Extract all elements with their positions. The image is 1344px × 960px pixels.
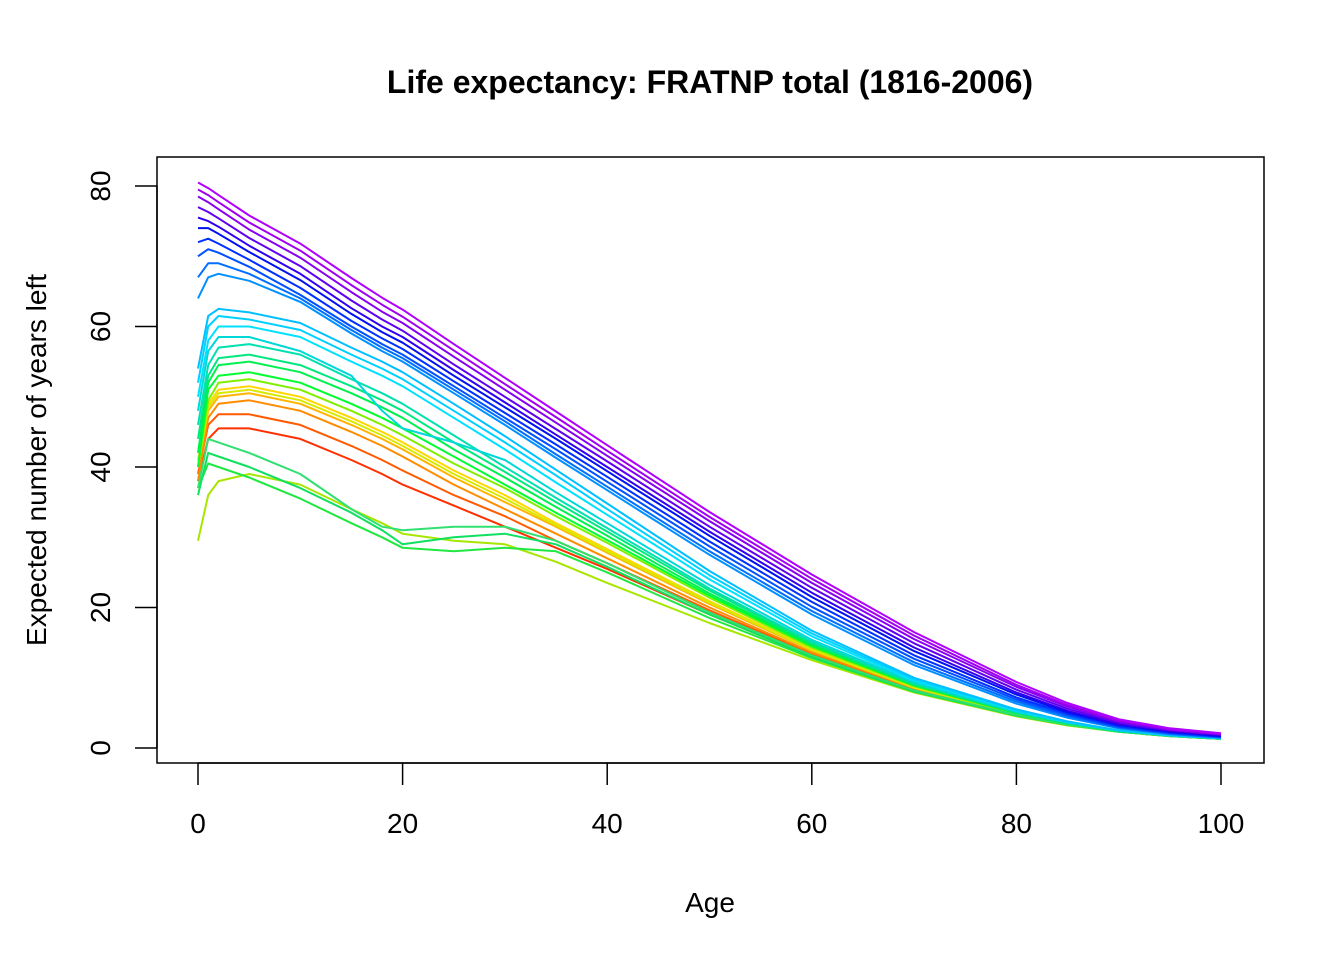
- y-axis-label: Expected number of years left: [21, 274, 52, 646]
- y-tick-label: 80: [85, 170, 116, 201]
- series-line-20: [197, 272, 1222, 739]
- series-line-26: [197, 206, 1222, 736]
- x-tick-label: 40: [592, 808, 623, 839]
- series-line-25: [197, 216, 1222, 737]
- y-tick-label: 60: [85, 311, 116, 342]
- series-line-21: [197, 262, 1222, 739]
- series-lines: [197, 181, 1222, 740]
- x-axis-label: Age: [685, 887, 735, 918]
- y-tick-label: 0: [85, 740, 116, 756]
- series-line-29: [197, 181, 1222, 735]
- x-tick-label: 60: [796, 808, 827, 839]
- series-line-23: [197, 237, 1222, 738]
- series-line-11: [197, 437, 1222, 740]
- x-tick-label: 100: [1198, 808, 1245, 839]
- series-line-22: [197, 248, 1222, 738]
- x-tick-label: 20: [387, 808, 418, 839]
- x-axis: 0 20 40 60 80 100: [190, 762, 1245, 839]
- series-line-24: [198, 227, 1222, 738]
- x-tick-label: 80: [1001, 808, 1032, 839]
- series-line-28: [197, 188, 1222, 735]
- x-tick-label: 0: [190, 808, 206, 839]
- y-tick-label: 20: [85, 592, 116, 623]
- y-tick-label: 40: [85, 451, 116, 482]
- chart-title: Life expectancy: FRATNP total (1816-2006…: [387, 64, 1033, 100]
- series-line-19: [197, 307, 1222, 740]
- y-axis: 0 20 40 60 80: [85, 170, 158, 756]
- series-line-27: [197, 195, 1222, 735]
